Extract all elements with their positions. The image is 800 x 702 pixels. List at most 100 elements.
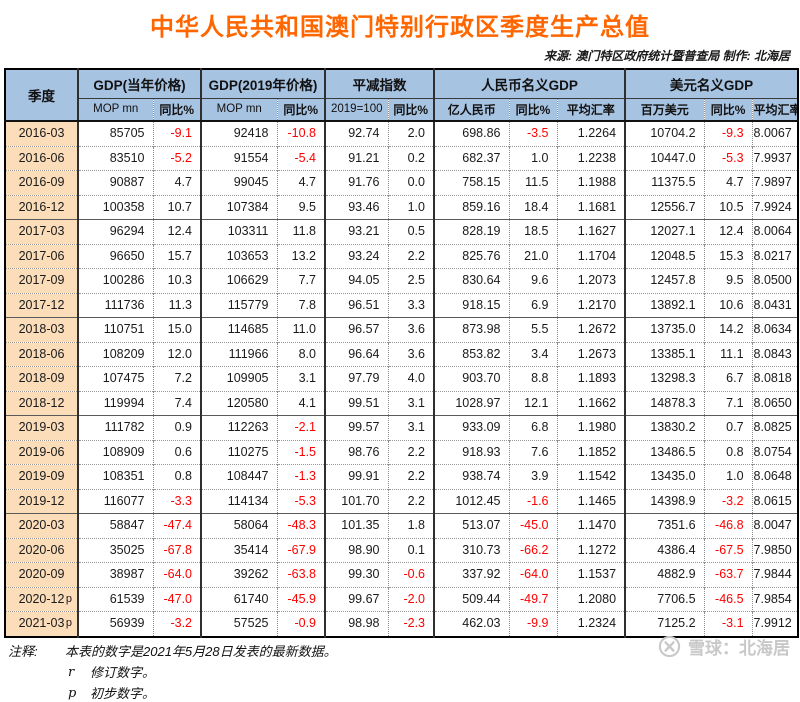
data-cell: 98.98 xyxy=(325,611,389,637)
data-cell: 2.2 xyxy=(388,489,435,514)
quarter-label: 2021-03 xyxy=(18,616,65,630)
data-cell: 10.7 xyxy=(153,195,202,220)
data-cell: 9.5 xyxy=(704,268,753,293)
group-header: 美元名义GDP xyxy=(625,69,799,98)
preliminary-flag: p xyxy=(65,592,72,605)
data-cell: -5.3 xyxy=(704,146,753,171)
quarter-cell: 2019-06 xyxy=(5,440,79,465)
quarter-cell: 2019-09 xyxy=(5,464,79,489)
table-row: 2021-03 p 56939 -3.2 57525 -0.9 98.98 -2.3 462.0… xyxy=(5,611,799,637)
data-cell: -67.8 xyxy=(153,538,202,563)
data-cell: 0.2 xyxy=(388,146,435,171)
data-cell: 4.7 xyxy=(277,170,326,195)
group-header: 人民币名义GDP xyxy=(434,69,627,98)
data-cell: 11.5 xyxy=(509,170,558,195)
data-cell: 13892.1 xyxy=(625,293,705,318)
data-cell: 99.67 xyxy=(325,587,389,612)
quarter-cell: 2019-12 xyxy=(5,489,79,514)
data-cell: 39262 xyxy=(201,562,278,587)
data-cell: 114134 xyxy=(201,489,278,514)
data-cell: -1.5 xyxy=(277,440,326,465)
data-cell: 7.6 xyxy=(509,440,558,465)
table-row: 2016-03 85705 -9.1 92418 -10.8 92.74 2.0 698.86… xyxy=(5,121,798,146)
note-text-p: 初步数字。 xyxy=(90,685,156,701)
data-cell: 111966 xyxy=(201,342,278,367)
quarter-cell: 2019-03 xyxy=(5,415,79,440)
data-cell: 8.0825 xyxy=(753,420,792,434)
data-cell: 99045 xyxy=(201,170,278,195)
data-cell: 15.0 xyxy=(153,317,202,342)
data-cell: 120580 xyxy=(201,391,278,416)
data-cell: -5.3 xyxy=(277,489,326,514)
data-cell: 1.1852 xyxy=(557,440,627,465)
data-cell: 3.6 xyxy=(388,342,435,367)
data-cell: 918.93 xyxy=(434,440,510,465)
table-row: 2020-06 35025 -67.8 35414 -67.9 98.90 0.1 310.7… xyxy=(5,538,799,563)
data-cell: 4386.4 xyxy=(625,538,705,563)
data-cell: 0.0 xyxy=(388,170,435,195)
data-cell: 1.1988 xyxy=(557,170,627,195)
quarter-label: 2016-12 xyxy=(18,199,65,214)
note-item-revised: r 修订数字。 xyxy=(68,665,800,681)
quarter-cell: 2020-09 xyxy=(5,562,79,587)
quarter-cell: 2017-09 xyxy=(5,268,79,293)
data-cell: 8.0431 xyxy=(753,297,792,312)
data-cell: 0.5 xyxy=(388,219,435,244)
data-cell: 18.4 xyxy=(509,195,558,220)
data-cell: -9.9 xyxy=(509,611,558,637)
quarter-label: 2018-03 xyxy=(18,322,65,336)
data-cell: 7.9850 xyxy=(753,542,792,557)
data-cell: 11.8 xyxy=(277,219,326,244)
data-cell: 10.6 xyxy=(704,293,753,318)
data-cell: -49.7 xyxy=(509,587,558,612)
table-row: 2019-03 111782 0.9 112263 -2.1 99.57 3.1 933.09… xyxy=(5,415,799,440)
data-cell: 13830.2 xyxy=(625,415,705,440)
data-cell: 11.3 xyxy=(153,293,202,318)
data-cell: 116077 xyxy=(78,489,154,514)
data-cell: 93.46 xyxy=(325,195,389,220)
table-row: 2018-06 108209 12.0 111966 8.0 96.64 3.6 853.82… xyxy=(5,342,799,367)
data-cell: 337.92 xyxy=(434,562,510,587)
note-main: 注释: 本表的数字是2021年5月28日发表的最新数据。 xyxy=(8,644,800,660)
note-marker-p: p xyxy=(68,685,77,701)
sub-header: 2019=100 xyxy=(325,97,389,122)
data-cell: 12027.1 xyxy=(625,219,705,244)
data-cell: 830.64 xyxy=(434,268,510,293)
xueqiu-logo-icon xyxy=(658,635,681,658)
data-cell: 8.0818 xyxy=(753,371,792,385)
data-cell: -3.5 xyxy=(509,121,558,146)
data-cell: 509.44 xyxy=(434,587,510,612)
sub-header: 百万美元 xyxy=(625,97,705,122)
data-cell: 35414 xyxy=(201,538,278,563)
data-cell: 1.0 xyxy=(509,146,558,171)
quarter-cell: 2018-09 xyxy=(5,366,79,391)
quarter-label: 2020-06 xyxy=(18,542,65,557)
data-cell: 57525 xyxy=(201,611,278,637)
data-cell: 12.1 xyxy=(509,391,558,416)
data-cell: 758.15 xyxy=(434,170,510,195)
data-cell: 1.8 xyxy=(388,513,435,538)
data-cell: -64.0 xyxy=(509,562,558,587)
data-cell: -66.2 xyxy=(509,538,558,563)
data-cell: 18.5 xyxy=(509,219,558,244)
quarter-label: 2016-03 xyxy=(18,126,65,140)
data-cell: 108909 xyxy=(78,440,154,465)
data-cell: 859.16 xyxy=(434,195,510,220)
data-cell: 7.9912 xyxy=(753,616,792,630)
quarter-cell: 2016-06 xyxy=(5,146,79,171)
group-header: GDP(2019年价格) xyxy=(201,69,326,98)
data-cell: 1.1681 xyxy=(557,195,627,220)
data-cell: 14.2 xyxy=(704,317,753,342)
sub-header: 同比% xyxy=(277,97,326,122)
sub-header: 同比% xyxy=(388,97,435,122)
data-cell: -63.7 xyxy=(704,562,753,587)
data-cell: 8.0047 xyxy=(753,518,792,532)
watermark-text: 雪球：北海居 xyxy=(688,639,790,658)
data-cell: -47.0 xyxy=(153,587,202,612)
data-cell: 1.0 xyxy=(388,195,435,220)
data-cell: 58064 xyxy=(201,513,278,538)
data-cell: 14878.3 xyxy=(625,391,705,416)
data-cell: 94.05 xyxy=(325,268,389,293)
data-cell: 98.76 xyxy=(325,440,389,465)
data-cell: 101.35 xyxy=(325,513,389,538)
